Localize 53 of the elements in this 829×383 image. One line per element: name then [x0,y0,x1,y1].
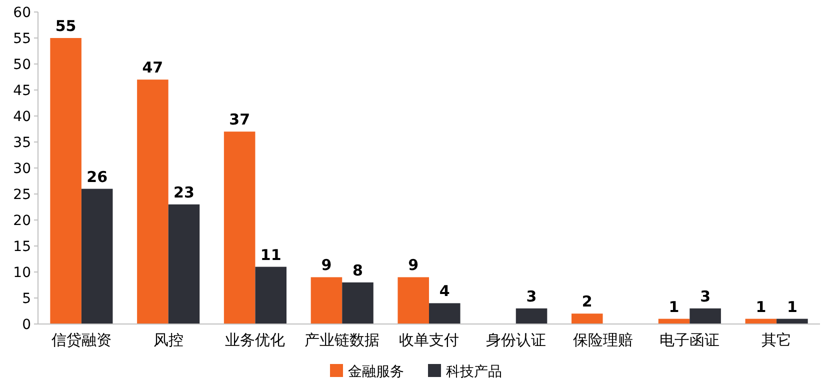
bar [168,204,200,324]
data-label: 1 [756,298,766,316]
data-label: 2 [582,292,592,311]
data-label: 1 [668,298,680,316]
y-tick-label: 40 [13,109,31,125]
y-tick-label: 15 [13,239,31,255]
x-tick-label: 身份认证 [486,331,546,349]
data-label: 9 [408,256,419,274]
bar [342,282,374,324]
data-label: 3 [526,287,537,306]
data-label: 11 [260,246,282,264]
x-tick-label: 其它 [762,331,792,349]
y-tick-label: 30 [13,161,31,177]
y-tick-label: 55 [13,31,31,47]
data-label: 23 [174,183,194,202]
bar [690,308,721,324]
bar [398,277,429,324]
y-tick-label: 0 [22,317,31,333]
x-tick-label: 信贷融资 [51,331,112,349]
y-tick-label: 50 [13,57,31,73]
x-tick-label: 收单支付 [399,331,459,349]
data-label: 4 [439,282,450,300]
y-tick-label: 5 [22,291,31,307]
data-label: 47 [142,58,164,77]
bar [516,308,548,324]
bar [255,266,286,324]
bar [81,188,113,324]
y-tick-label: 10 [13,265,31,281]
data-label: 26 [86,168,108,186]
legend-label: 金融服务 [348,364,404,380]
bar [572,314,603,324]
x-tick-label: 业务优化 [225,331,286,349]
y-tick-label: 35 [13,135,31,151]
data-label: 8 [352,261,363,280]
data-label: 9 [321,256,332,274]
y-tick-label: 25 [13,187,31,203]
bar [310,277,342,324]
data-label: 55 [55,17,76,35]
bar [137,80,168,324]
data-label: 37 [229,110,250,129]
bar [224,132,256,324]
x-tick-label: 风控 [153,331,184,349]
data-label: 3 [700,287,711,306]
x-tick-label: 保险理赔 [572,331,633,349]
legend-label: 科技产品 [446,364,502,380]
y-tick-label: 60 [13,5,31,21]
bar [50,38,82,324]
x-tick-label: 产业链数据 [304,331,380,349]
x-tick-label: 电子函证 [660,331,720,349]
y-tick-label: 20 [13,213,31,229]
y-tick-label: 45 [13,83,31,99]
bar [429,303,460,324]
data-label: 1 [786,298,798,316]
